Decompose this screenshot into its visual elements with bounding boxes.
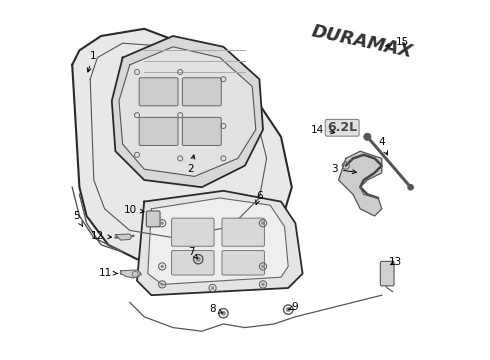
Circle shape (286, 307, 291, 312)
Text: 3: 3 (331, 164, 356, 174)
Circle shape (221, 311, 225, 315)
FancyBboxPatch shape (222, 218, 265, 246)
FancyBboxPatch shape (139, 117, 178, 145)
Text: 1: 1 (87, 51, 97, 72)
Circle shape (211, 287, 214, 289)
Circle shape (161, 265, 164, 268)
Circle shape (161, 222, 164, 225)
Text: 5: 5 (73, 211, 83, 226)
FancyBboxPatch shape (222, 251, 265, 275)
Text: 15: 15 (386, 37, 410, 48)
Circle shape (161, 283, 164, 286)
Polygon shape (116, 234, 132, 240)
Polygon shape (112, 36, 263, 187)
Text: 13: 13 (389, 257, 402, 267)
Circle shape (196, 257, 200, 261)
Polygon shape (72, 29, 292, 266)
FancyBboxPatch shape (147, 211, 160, 227)
Text: 11: 11 (98, 268, 118, 278)
Circle shape (408, 184, 414, 190)
FancyBboxPatch shape (172, 218, 214, 246)
Text: 4: 4 (378, 137, 388, 155)
FancyBboxPatch shape (182, 78, 221, 106)
FancyBboxPatch shape (182, 117, 221, 145)
FancyBboxPatch shape (172, 251, 214, 275)
Text: DURAMAX: DURAMAX (310, 22, 414, 61)
Circle shape (262, 283, 265, 286)
Text: 12: 12 (91, 231, 112, 241)
Polygon shape (119, 47, 256, 176)
Polygon shape (137, 191, 303, 295)
FancyBboxPatch shape (139, 78, 178, 106)
Text: 2: 2 (187, 155, 195, 174)
Text: 14: 14 (311, 125, 335, 135)
Polygon shape (121, 270, 141, 278)
Polygon shape (148, 198, 288, 284)
Polygon shape (339, 151, 382, 216)
Text: 9: 9 (289, 302, 298, 312)
Circle shape (262, 265, 265, 268)
FancyBboxPatch shape (380, 261, 394, 286)
Text: 8: 8 (210, 304, 222, 314)
Text: 6.2L: 6.2L (327, 121, 357, 134)
Circle shape (364, 133, 371, 140)
Circle shape (262, 222, 265, 225)
Text: 6: 6 (256, 191, 263, 204)
Text: 7: 7 (188, 247, 197, 258)
Text: DURAMAX: DURAMAX (310, 22, 414, 61)
Text: 10: 10 (124, 204, 144, 215)
